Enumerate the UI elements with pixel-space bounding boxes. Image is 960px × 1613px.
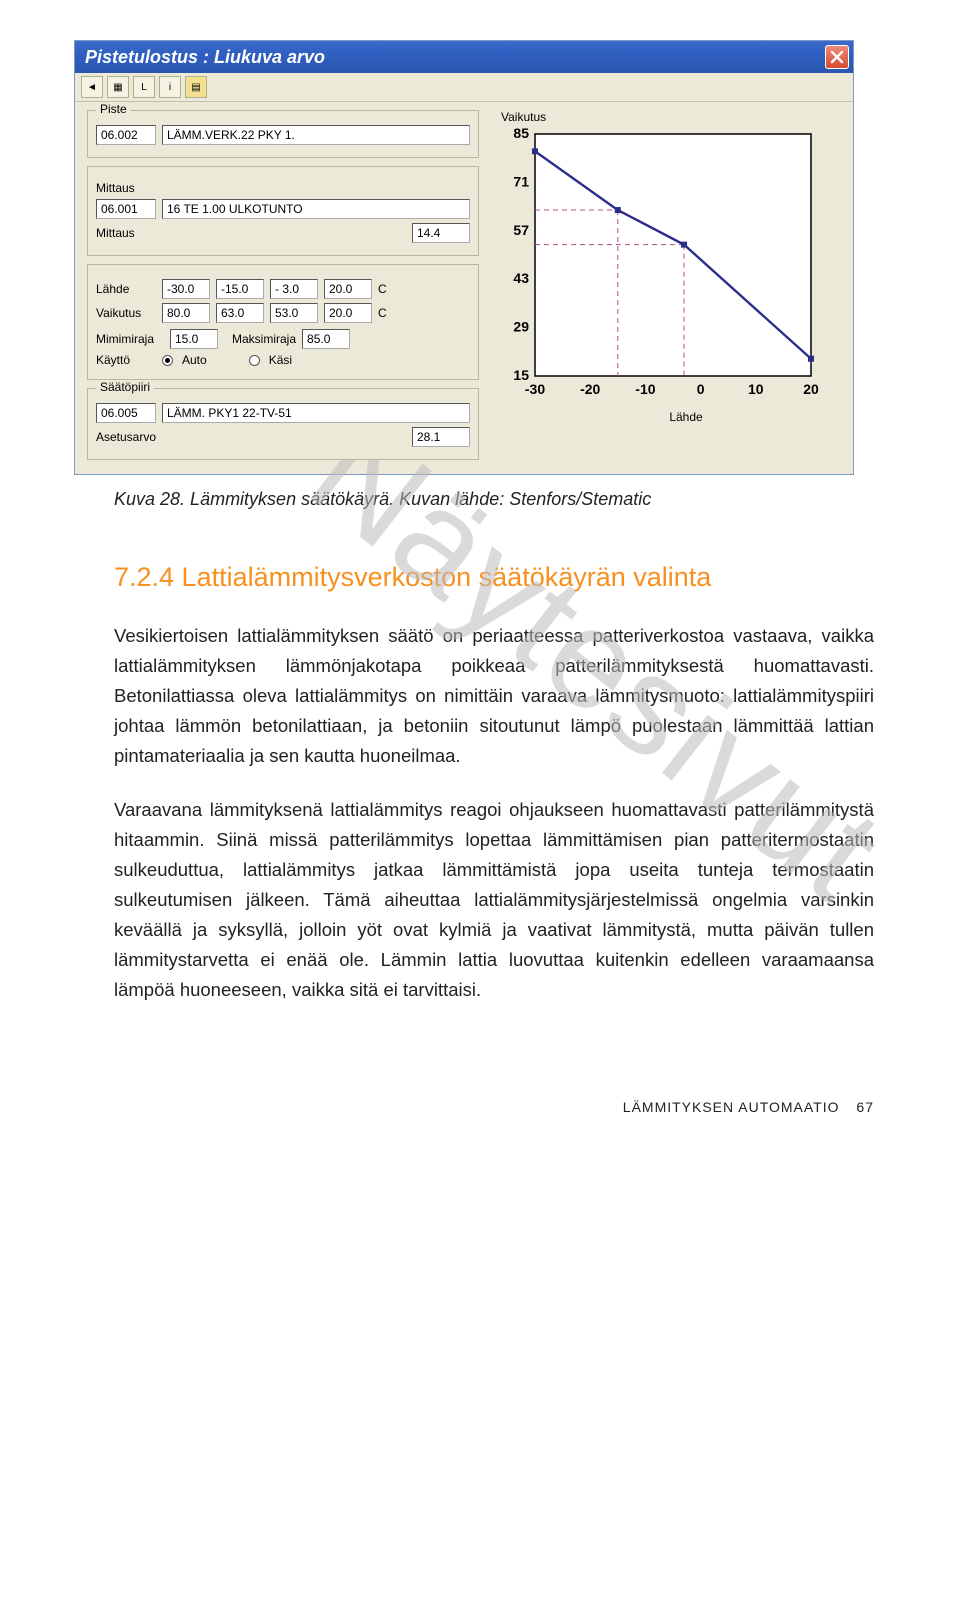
chart: 857157432915-30-20-1001020 (491, 128, 821, 408)
svg-text:-30: -30 (525, 381, 545, 397)
asetusarvo-field[interactable]: 28.1 (412, 427, 470, 447)
vaikutus-3[interactable]: 20.0 (324, 303, 372, 323)
group-piste: Piste 06.002 LÄMM.VERK.22 PKY 1. (87, 110, 479, 158)
vaikutus-0[interactable]: 80.0 (162, 303, 210, 323)
toolbar-button-2[interactable]: ▦ (107, 76, 129, 98)
window-title: Pistetulostus : Liukuva arvo (85, 47, 325, 68)
min-value-field[interactable]: 15.0 (170, 329, 218, 349)
svg-text:71: 71 (513, 173, 529, 189)
svg-text:10: 10 (748, 381, 764, 397)
group-curve: Lähde -30.0 -15.0 - 3.0 20.0 C Vaikutus … (87, 264, 479, 380)
mittaus-name-field[interactable]: 16 TE 1.00 ULKOTUNTO (162, 199, 470, 219)
group-saatopiiri: Säätöpiiri 06.005 LÄMM. PKY1 22-TV-51 As… (87, 388, 479, 460)
min-label: Mimimiraja (96, 332, 164, 346)
chart-x-title: Lähde (491, 410, 841, 424)
saatopiiri-name-field[interactable]: LÄMM. PKY1 22-TV-51 (162, 403, 470, 423)
asetusarvo-label: Asetusarvo (96, 430, 156, 444)
kasi-label: Käsi (269, 353, 292, 367)
group-saatopiiri-label: Säätöpiiri (96, 380, 154, 394)
mittaus-id-field[interactable]: 06.001 (96, 199, 156, 219)
toolbar: ◄ ▦ L i ▤ (75, 73, 853, 102)
toolbar-button-3[interactable]: L (133, 76, 155, 98)
toolbar-button-1[interactable]: ◄ (81, 76, 103, 98)
vaikutus-label: Vaikutus (96, 306, 156, 320)
svg-text:0: 0 (697, 381, 705, 397)
mittaus-label-1: Mittaus (96, 181, 135, 195)
svg-text:-10: -10 (635, 381, 655, 397)
svg-text:29: 29 (513, 319, 529, 335)
max-value-field[interactable]: 85.0 (302, 329, 350, 349)
group-piste-label: Piste (96, 102, 131, 116)
svg-text:57: 57 (513, 222, 529, 238)
toolbar-button-5[interactable]: ▤ (185, 76, 207, 98)
svg-text:85: 85 (513, 128, 529, 141)
lahde-0[interactable]: -30.0 (162, 279, 210, 299)
svg-text:-20: -20 (580, 381, 600, 397)
toolbar-button-4[interactable]: i (159, 76, 181, 98)
saatopiiri-id-field[interactable]: 06.005 (96, 403, 156, 423)
body-para-2: Varaavana lämmityksenä lattialämmitys re… (114, 795, 874, 1005)
max-label: Maksimiraja (232, 332, 296, 346)
group-mittaus: Mittaus 06.001 16 TE 1.00 ULKOTUNTO Mitt… (87, 166, 479, 256)
footer-section-label: LÄMMITYKSEN AUTOMAATIO (623, 1099, 840, 1115)
footer-page-number: 67 (856, 1099, 874, 1115)
lahde-label: Lähde (96, 282, 156, 296)
unit-2: C (378, 306, 387, 320)
lahde-2[interactable]: - 3.0 (270, 279, 318, 299)
close-icon (830, 50, 844, 64)
kaytto-label: Käyttö (96, 353, 156, 367)
window-titlebar: Pistetulostus : Liukuva arvo (75, 41, 853, 73)
auto-radio[interactable] (162, 355, 173, 366)
unit-1: C (378, 282, 387, 296)
auto-label: Auto (182, 353, 207, 367)
mittaus-value-field[interactable]: 14.4 (412, 223, 470, 243)
figure-caption: Kuva 28. Lämmityksen säätökäyrä. Kuvan l… (114, 489, 874, 510)
section-heading: 7.2.4 Lattialämmitysverkoston säätökäyrä… (114, 562, 874, 593)
chart-y-title: Vaikutus (501, 110, 841, 124)
page-footer: LÄMMITYKSEN AUTOMAATIO 67 (0, 1099, 960, 1145)
vaikutus-2[interactable]: 53.0 (270, 303, 318, 323)
piste-id-field[interactable]: 06.002 (96, 125, 156, 145)
vaikutus-1[interactable]: 63.0 (216, 303, 264, 323)
kasi-radio[interactable] (249, 355, 260, 366)
piste-name-field[interactable]: LÄMM.VERK.22 PKY 1. (162, 125, 470, 145)
body-para-1: Vesikiertoisen lattialämmityksen säätö o… (114, 621, 874, 771)
lahde-1[interactable]: -15.0 (216, 279, 264, 299)
close-button[interactable] (825, 45, 849, 69)
app-window: Pistetulostus : Liukuva arvo ◄ ▦ L i ▤ P… (74, 40, 854, 475)
svg-text:20: 20 (803, 381, 819, 397)
chart-svg: 857157432915-30-20-1001020 (491, 128, 821, 408)
mittaus-label-2: Mittaus (96, 226, 135, 240)
lahde-3[interactable]: 20.0 (324, 279, 372, 299)
svg-text:43: 43 (513, 270, 529, 286)
